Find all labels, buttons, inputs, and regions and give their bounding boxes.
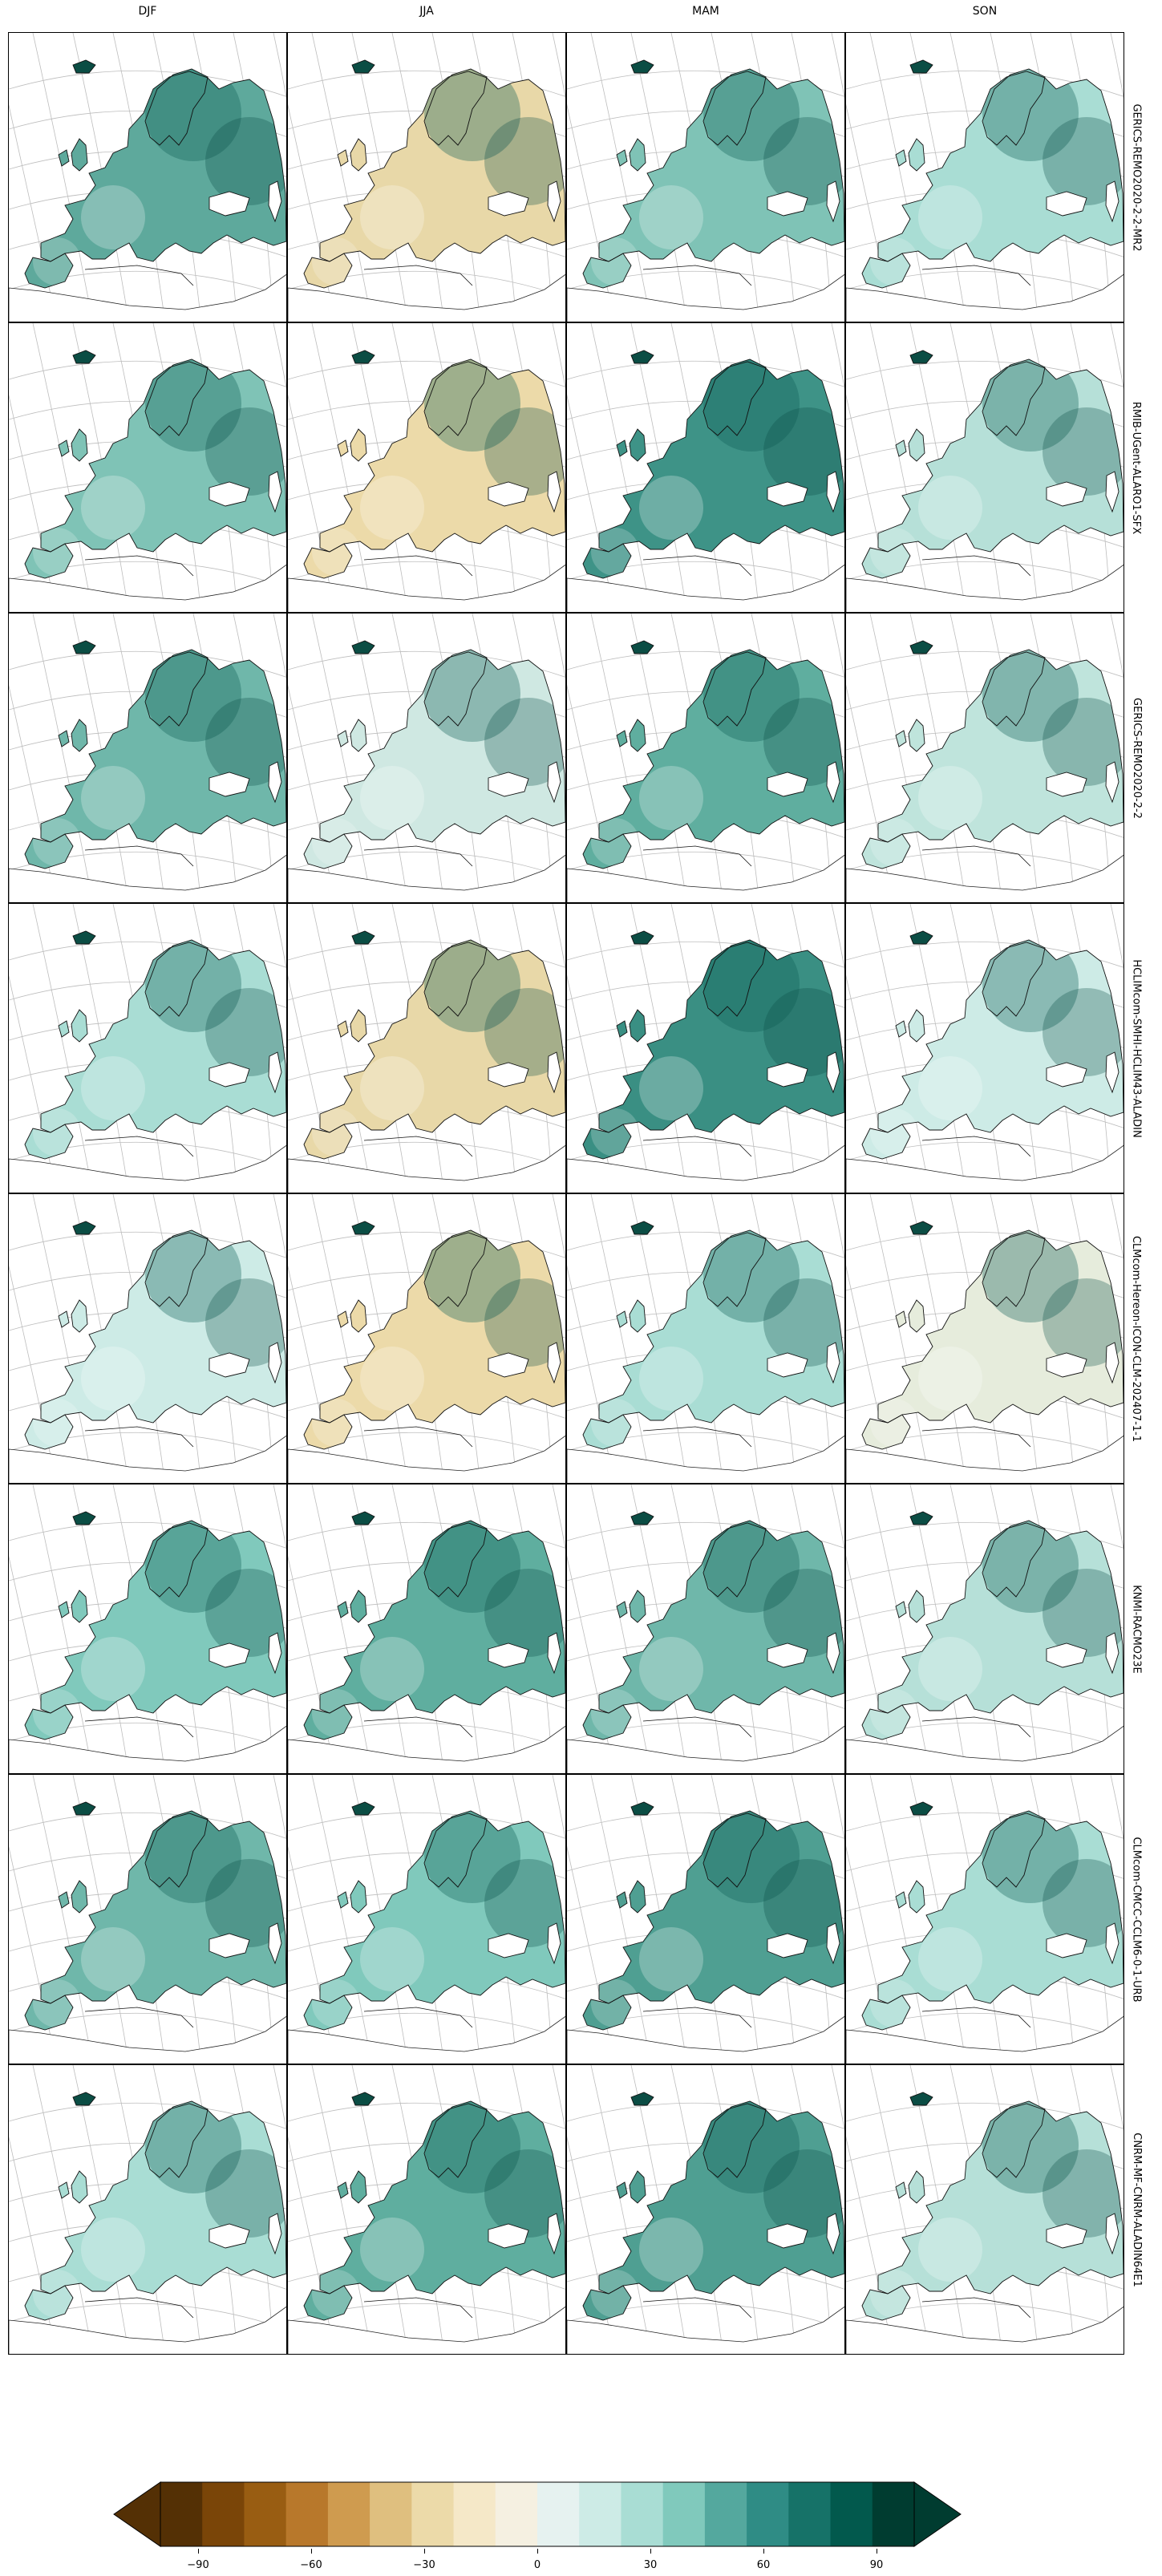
colorbar-segment [495,2482,538,2546]
colorbar-tick-label: −30 [413,2559,435,2571]
colorbar-segment [830,2482,873,2546]
colorbar-tick-label: 60 [756,2559,771,2571]
map-panel-jja-row-7 [287,1774,566,2064]
colorbar-tick-mark [424,2549,425,2554]
colorbar-segment [704,2482,747,2546]
column-title-mam: MAM [692,5,719,18]
map-panel-jja-row-8 [287,2064,566,2355]
column-title-son: SON [972,5,998,18]
colorbar-segment [579,2482,621,2546]
column-title-djf: DJF [138,5,157,18]
map-panel-son-row-1 [845,32,1124,322]
column-title-jja: JJA [419,5,434,18]
map-panel-son-row-4 [845,903,1124,1193]
map-panel-son-row-5 [845,1193,1124,1484]
map-panel-mam-row-4 [566,903,845,1193]
colorbar-tick-label: 0 [533,2559,541,2571]
map-panel-mam-row-6 [566,1484,845,1774]
map-panel-djf-row-2 [8,322,287,613]
colorbar-segment [244,2482,287,2546]
colorbar-outline [160,2481,915,2547]
colorbar-segment [872,2482,915,2546]
map-panel-jja-row-5 [287,1193,566,1484]
colorbar-extend-high [913,2481,962,2547]
colorbar-segment [160,2482,203,2546]
colorbar-tick-mark [537,2549,538,2554]
map-panel-mam-row-1 [566,32,845,322]
colorbar-segment [788,2482,832,2546]
map-panel-mam-row-2 [566,322,845,613]
colorbar-segment [370,2482,412,2546]
map-panel-son-row-7 [845,1774,1124,2064]
colorbar-segment [621,2482,664,2546]
colorbar-segment [202,2482,245,2546]
map-panel-jja-row-6 [287,1484,566,1774]
colorbar-segment [411,2482,455,2546]
map-panel-mam-row-8 [566,2064,845,2355]
map-panel-mam-row-5 [566,1193,845,1484]
map-panel-jja-row-3 [287,613,566,903]
colorbar-segment [537,2482,580,2546]
colorbar-tick-label: 90 [869,2559,884,2571]
map-panel-jja-row-4 [287,903,566,1193]
colorbar-segment [327,2482,370,2546]
colorbar-tick-label: −90 [187,2559,209,2571]
colorbar-tick-mark [311,2549,312,2554]
map-panel-son-row-6 [845,1484,1124,1774]
colorbar-extend-low [113,2481,161,2547]
map-panel-djf-row-8 [8,2064,287,2355]
colorbar-segment [453,2482,496,2546]
map-panel-jja-row-2 [287,322,566,613]
map-panel-djf-row-7 [8,1774,287,2064]
map-panel-mam-row-3 [566,613,845,903]
map-panel-djf-row-3 [8,613,287,903]
map-panel-jja-row-1 [287,32,566,322]
colorbar-tick-mark [650,2549,651,2554]
map-panel-son-row-8 [845,2064,1124,2355]
map-panel-djf-row-1 [8,32,287,322]
map-panel-djf-row-4 [8,903,287,1193]
map-panel-djf-row-5 [8,1193,287,1484]
map-panel-mam-row-7 [566,1774,845,2064]
colorbar-segment [747,2482,789,2546]
colorbar-tick-label: −60 [300,2559,322,2571]
map-panel-son-row-3 [845,613,1124,903]
colorbar-tick-label: 30 [643,2559,658,2571]
map-panel-son-row-2 [845,322,1124,613]
colorbar-tick-mark [198,2549,199,2554]
colorbar-tick-mark [763,2549,764,2554]
map-panel-djf-row-6 [8,1484,287,1774]
colorbar-segment [285,2482,329,2546]
colorbar-segment [662,2482,706,2546]
